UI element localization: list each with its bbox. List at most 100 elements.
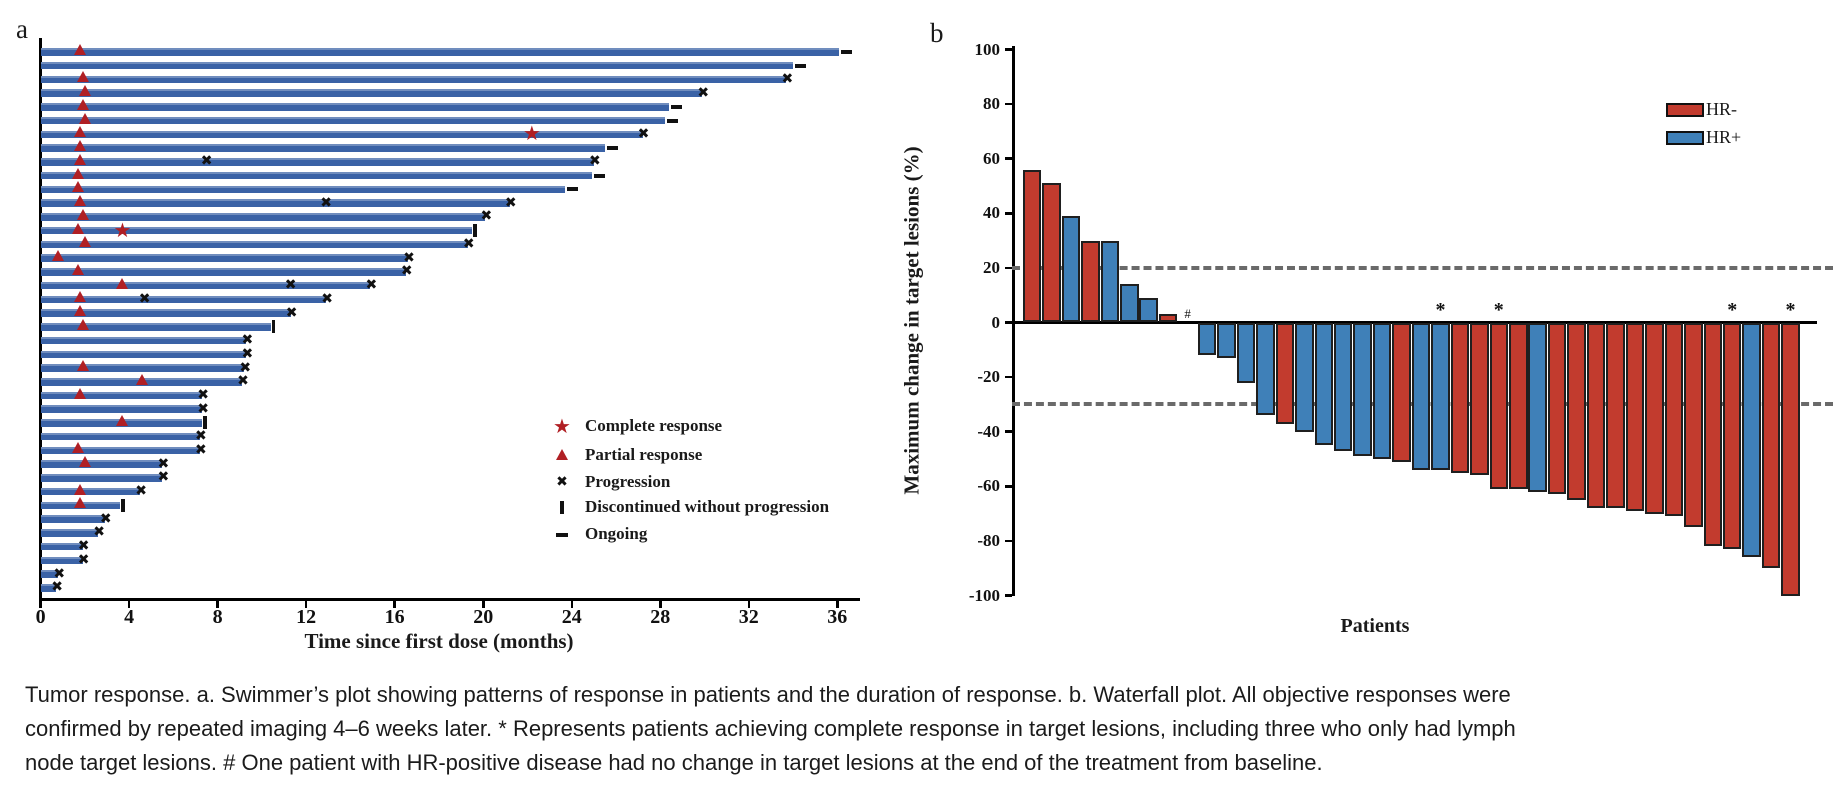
swimmer-bar [41,295,327,304]
waterfall-bar [1217,322,1236,358]
y-tick [1005,48,1012,51]
ongoing-marker [795,63,807,68]
partial-response-marker [78,85,91,97]
complete-response-asterisk: * [1785,298,1796,321]
swimmer-bar [41,515,105,523]
waterfall-bar [1450,322,1470,473]
waterfall-bar [1625,322,1645,511]
partial-response-marker [116,414,129,426]
progression-marker: ✖ [320,194,332,211]
progression-end-marker: ✖ [781,70,794,87]
progression-end-marker: ✖ [51,579,63,596]
partial-response-marker [74,497,87,509]
progression-end-marker: ✖ [135,483,148,500]
y-tick-label: 20 [983,257,1000,277]
complete-response-marker: ★ [113,217,132,242]
complete-response-asterisk: * [1727,298,1738,321]
y-tick-label: 60 [983,148,1000,168]
swimmer-bar [41,75,787,84]
x-tick-label: 0 [35,606,46,628]
waterfall-bar [1684,322,1703,528]
y-tick-label: -100 [968,585,1000,605]
legend-label: HR+ [1706,127,1742,147]
x-tick [482,600,485,608]
waterfall-bar [1120,284,1139,323]
swimmer-bar [41,460,163,468]
y-tick-label: 100 [974,39,1001,59]
y-tick [1005,321,1012,324]
waterfall-bar [1295,322,1314,432]
waterfall-bar [1528,322,1547,492]
waterfall-bar [1061,216,1081,323]
swimmer-bar [41,405,203,413]
x-tick-label: 20 [473,606,494,628]
waterfall-bar [1509,322,1528,490]
y-tick [1005,212,1012,215]
progression-end-marker: ✖ [197,400,209,417]
waterfall-bar [1703,322,1722,547]
swimmer-bar [41,474,163,482]
discontinued-marker [203,416,207,430]
waterfall-bar [1314,322,1333,446]
y-tick [1005,485,1012,488]
swimmer-bar [41,103,670,111]
progression-end-marker: ✖ [403,249,415,266]
ongoing-marker [666,118,678,123]
waterfall-bar [1333,322,1353,451]
waterfall-bar [1761,322,1781,569]
x-tick [127,600,131,608]
progression-end-marker: ✖ [241,332,254,349]
progression-end-marker: ✖ [697,84,710,101]
progression-end-marker: ✖ [239,359,252,376]
progression-end-marker: ✖ [77,538,90,555]
discontinued-marker [121,498,125,512]
swimmer-bar [41,364,245,372]
progression-end-marker: ✖ [321,290,333,307]
progression-end-marker: ✖ [588,153,601,170]
x-tick-label: 12 [296,606,317,628]
ongoing-marker [841,50,853,54]
partial-response-marker [74,140,87,152]
swimmer-plot: Time since first dose (months) 0 4 8 12 16 20… [0,0,900,660]
caption-line: Tumor response. a. Swimmer’s plot showin… [25,682,1511,707]
legend-label: Progression [585,472,671,491]
y-tick-label: -60 [977,476,1000,496]
waterfall-bar [1431,322,1450,470]
y-tick-label: 80 [983,94,1000,114]
x-tick-label: 24 [561,606,582,628]
progression-end-marker: ✖ [157,455,170,472]
swimmer-bar [41,48,840,56]
partial-response-marker [72,181,85,193]
swimmer-bar [41,89,703,97]
legend-discontinued-icon [560,501,564,514]
discontinued-marker [271,320,276,334]
y-tick [1005,594,1012,597]
progression-end-marker: ✖ [241,345,254,362]
partial-response-marker [74,305,87,317]
partial-response-marker [76,208,89,220]
legend-label: Complete response [585,416,723,435]
partial-response-marker [72,222,85,234]
progression-marker: ✖ [138,290,151,307]
partial-response-marker [52,250,65,262]
swimmer-bar [41,584,57,592]
swimmer-bar [41,130,643,139]
partial-response-marker [72,167,85,179]
swimmer-bar [41,542,83,551]
partial-response-marker [78,456,91,468]
x-tick-label: 8 [212,606,223,628]
swimmer-bar [41,226,473,235]
swimmer-x-axis-title: Time since first dose (months) [304,629,574,653]
waterfall-bar [1392,322,1411,462]
panel-b-label: b [930,18,944,48]
swimmer-bar [41,446,200,455]
waterfall-y-axis-title: Maximum change in target lesions (%) [899,146,924,495]
swimmer-bar [41,213,486,221]
ongoing-marker [606,146,618,151]
waterfall-bar [1722,322,1742,550]
x-tick-label: 28 [650,606,671,628]
y-tick [1005,430,1012,433]
progression-end-marker: ✖ [195,428,207,445]
partial-response-marker [136,373,149,385]
